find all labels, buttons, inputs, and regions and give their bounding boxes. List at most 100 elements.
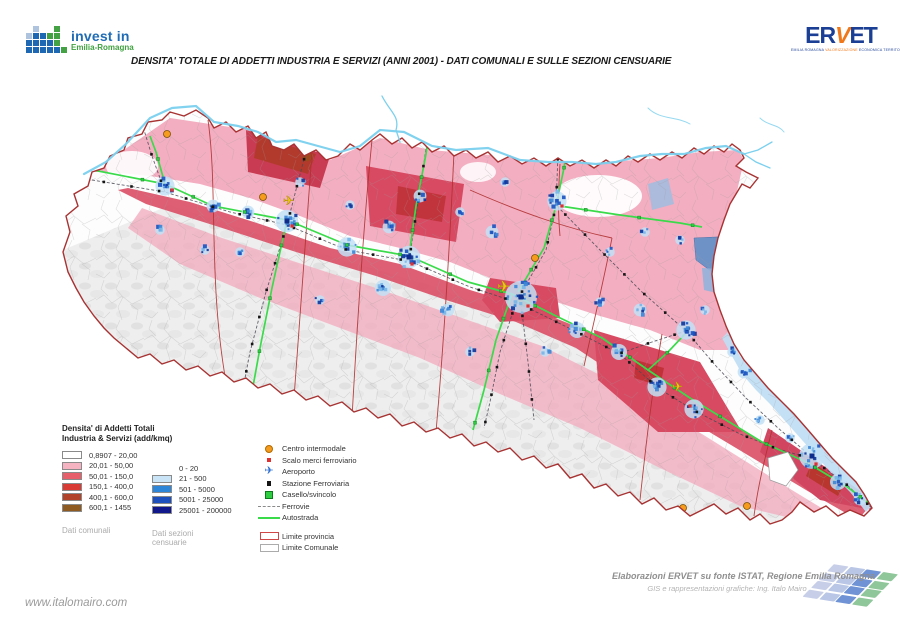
legend-class-row: 0,8907 - 20,00 (62, 450, 192, 461)
density-legend: Densita' di Addetti Totali Industria & S… (62, 424, 192, 536)
station-icon (266, 481, 272, 486)
logo-cell (47, 33, 53, 39)
legend-swatch (62, 482, 82, 491)
logo-cell (61, 40, 67, 46)
invest-in-logo: invest in Emilia-Romagna (26, 26, 134, 53)
logo-cell (61, 33, 67, 39)
legend-class-row: 400,1 - 600,0 (62, 492, 192, 503)
legend-symbol-row: ✈ Aeroporto (256, 466, 357, 478)
logo-cell (33, 47, 39, 53)
legend-range-label: 20,01 - 50,00 (89, 461, 134, 471)
legend-symbol-label: Autostrada (282, 513, 319, 523)
legend-range-label: 50,01 - 150,0 (89, 471, 134, 481)
logo-cell (61, 47, 67, 53)
logo-cell (26, 33, 32, 39)
legend-symbol-row: Stazione Ferroviaria (256, 478, 357, 490)
logo-cell (54, 26, 60, 32)
province-boundary-icon (259, 532, 279, 541)
logo-cell (40, 47, 46, 53)
toll-icon (265, 491, 273, 499)
legend-symbol-row: Limite Comunale (256, 542, 357, 554)
legend-symbol-label: Casello/svincolo (282, 490, 337, 500)
legend-symbol-label: Limite Comunale (282, 543, 339, 553)
legend-swatch (152, 485, 172, 494)
motorway-icon (258, 516, 280, 519)
logo-cell (47, 40, 53, 46)
page-title: DENSITA' TOTALE DI ADDETTI INDUSTRIA E S… (131, 56, 672, 67)
logo-cell (26, 47, 32, 53)
legend-range-label: 25001 - 200000 (179, 505, 232, 515)
legend-swatch (62, 503, 82, 512)
attribution-author: GIS e rappresentazioni grafiche: Ing. It… (647, 584, 807, 593)
legend-symbol-row: Ferrovie (256, 501, 357, 513)
logo-cell (47, 26, 53, 32)
ervet-tagline: EMILIA ROMAGNA VALORIZZAZIONE ECONOMICA … (791, 48, 900, 52)
legend-symbol-row: Centro intermodale (256, 443, 357, 455)
legend-range-label: 0 - 20 (179, 463, 199, 473)
legend-class-row: 21 - 500 (152, 474, 238, 485)
legend-class-row: 50,01 - 150,0 (62, 471, 192, 482)
legend-swatch (62, 451, 82, 460)
logo-cell (54, 47, 60, 53)
attribution: Elaborazioni ERVET su fonte ISTAT, Regio… (612, 571, 877, 593)
legend-symbol-label: Stazione Ferroviaria (282, 478, 350, 488)
legend-symbol-row: Casello/svincolo (256, 489, 357, 501)
logo-cell (61, 26, 67, 32)
invest-logo-grid-icon (26, 26, 67, 53)
logo-cell (33, 33, 39, 39)
legend-symbol-row: Autostrada (256, 512, 357, 524)
airport-icon: ✈ (497, 277, 510, 296)
province-borders (207, 119, 773, 517)
legend-symbol-label: Centro intermodale (282, 444, 346, 454)
freight-icon (267, 458, 271, 463)
san-marino-exclave (767, 451, 799, 487)
invest-logo-line1: invest in (71, 28, 130, 44)
airport-icon: ✈ (672, 380, 683, 395)
legend-range-label: 21 - 500 (179, 474, 207, 484)
legend-range-label: 400,1 - 600,0 (89, 492, 134, 502)
legend-range-label: 600,1 - 1455 (89, 503, 132, 513)
legend-class-row: 20,01 - 50,00 (62, 461, 192, 472)
logo-cell (40, 40, 46, 46)
legend-swatch (152, 474, 172, 483)
census-legend: 0 - 20 21 - 500 501 - 5000 5001 - 25000 2500… (152, 457, 238, 548)
logo-cell (54, 33, 60, 39)
airport-icon: ✈ (264, 465, 274, 478)
logo-cell (33, 40, 39, 46)
logo-cell (54, 40, 60, 46)
legend-swatch (152, 464, 172, 472)
legend-symbol-label: Limite provincia (282, 531, 335, 541)
legend-swatch (62, 472, 82, 481)
legend-range-label: 501 - 5000 (179, 484, 215, 494)
legend-swatch (152, 495, 172, 504)
legend-range-label: 5001 - 25000 (179, 495, 224, 505)
legend-title: Densita' di Addetti Totali Industria & S… (62, 424, 173, 443)
legend-class-row: 600,1 - 1455 (62, 503, 192, 514)
watermark-url: www.italomairo.com (25, 597, 128, 609)
legend-censuarie-classes: 0 - 20 21 - 500 501 - 5000 5001 - 25000 2500… (152, 463, 238, 516)
logo-cell (26, 40, 32, 46)
intermodal-icon (265, 444, 273, 453)
logo-cell (40, 33, 46, 39)
municipal-boundary-icon (259, 543, 279, 552)
legend-comunali-classes: 0,8907 - 20,00 20,01 - 50,00 50,01 - 150,0… (62, 450, 192, 513)
legend-range-label: 0,8907 - 20,00 (89, 450, 138, 460)
railway-icon (258, 505, 280, 507)
airport-icon: ✈ (283, 194, 294, 209)
legend-symbol-row: Scalo merci ferroviario (256, 455, 357, 467)
legend-symbol-label: Scalo merci ferroviario (282, 455, 357, 465)
legend-symbol-row: Limite provincia (256, 531, 357, 543)
legend-class-row: 0 - 20 (152, 463, 238, 474)
ervet-logo: ERVET EMILIA ROMAGNA VALORIZZAZIONE ECON… (791, 22, 900, 53)
legend-class-row: 501 - 5000 (152, 484, 238, 495)
logo-cell (47, 47, 53, 53)
attribution-source: Elaborazioni ERVET su fonte ISTAT, Regio… (612, 571, 876, 581)
legend-swatch (152, 506, 172, 515)
ervet-check-icon: V (835, 22, 850, 48)
legend-class-row: 25001 - 200000 (152, 505, 238, 516)
invest-logo-line2: Emilia-Romagna (71, 43, 134, 52)
symbols-legend: Centro intermodale Scalo merci ferroviari… (256, 443, 357, 554)
legend-range-label: 150,1 - 400,0 (89, 482, 134, 492)
logo-cell (26, 26, 32, 32)
